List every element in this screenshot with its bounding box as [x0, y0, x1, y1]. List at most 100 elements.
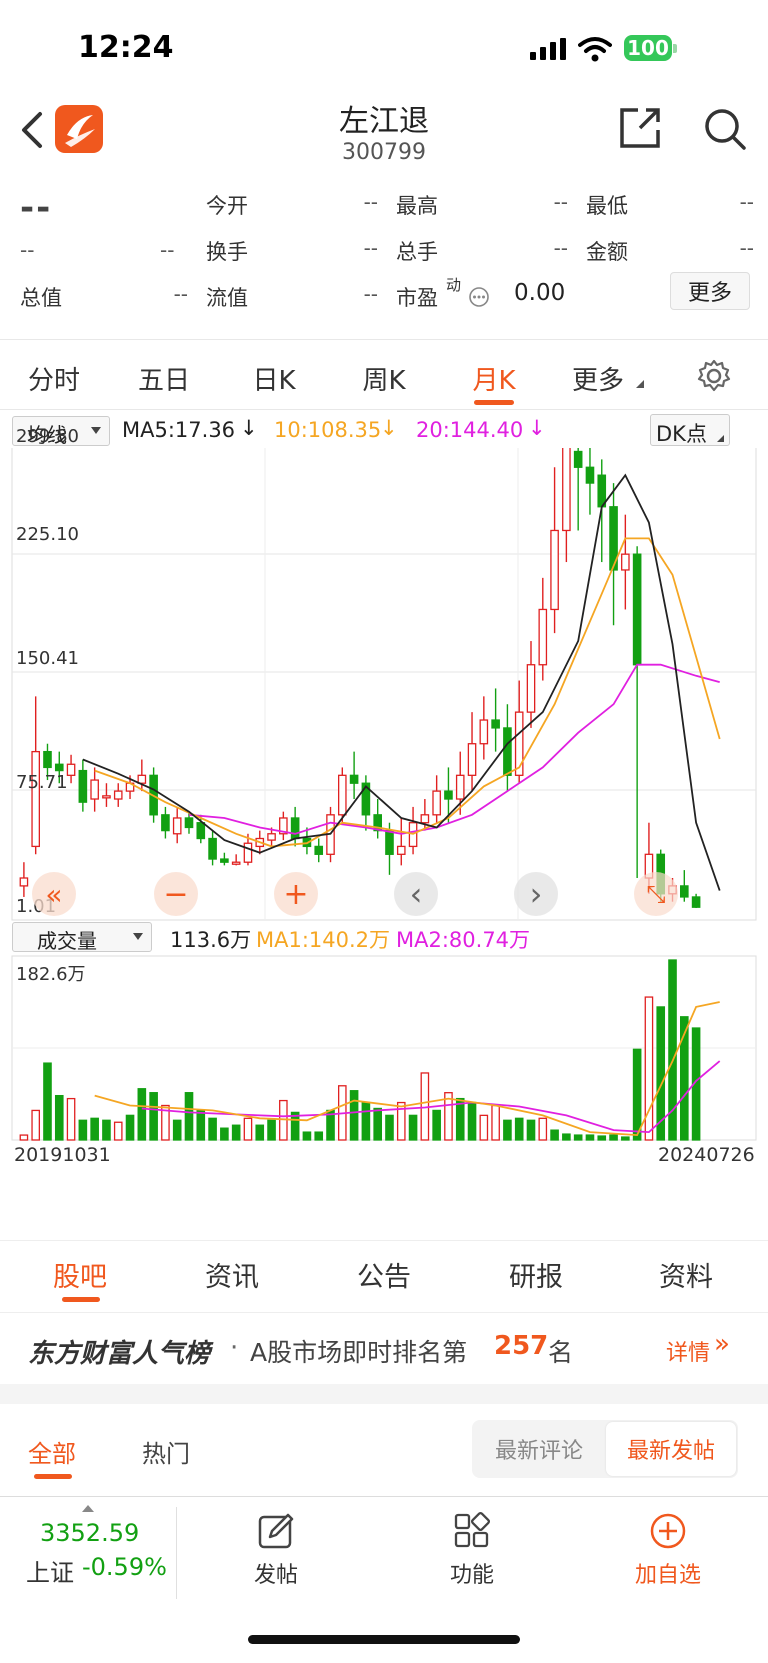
tab-news[interactable]: 资讯 — [205, 1262, 259, 1293]
kline-chart-area[interactable]: 299.80 225.10 150.41 75.71 1.01 « − + ‹ … — [0, 421, 768, 1248]
open-value: -- — [363, 190, 378, 214]
dk-point-button[interactable]: DK点 — [650, 414, 730, 446]
add-watchlist-icon[interactable] — [648, 1511, 688, 1551]
price-panel-frame — [11, 421, 757, 921]
more-button[interactable]: 更多 — [670, 272, 750, 310]
tab-guba[interactable]: 股吧 — [53, 1262, 107, 1293]
tab-announcements[interactable]: 公告 — [357, 1262, 411, 1293]
volume-bar-down — [90, 1117, 99, 1141]
scroll-right-button[interactable]: › — [514, 872, 558, 916]
sort-latest-comment[interactable]: 最新评论 — [494, 1439, 583, 1464]
filter-hot[interactable]: 热门 — [142, 1440, 190, 1468]
price-axis-label-3: 75.71 — [16, 772, 68, 793]
settings-gear-icon[interactable] — [696, 358, 732, 394]
filter-all[interactable]: 全部 — [28, 1440, 76, 1468]
zoom-in-button[interactable]: + — [274, 872, 318, 916]
popularity-rank-banner[interactable]: 东方财富人气榜 · A股市场即时排名第 257 名 详情 » — [0, 1312, 768, 1384]
status-bar: 12:24 100 — [0, 0, 768, 100]
candle-up — [172, 817, 182, 835]
candle-down — [444, 790, 453, 800]
amount-value: -- — [739, 236, 754, 260]
more-arrow-icon — [636, 380, 644, 388]
candle-up — [432, 790, 441, 816]
open-label: 今开 — [206, 194, 248, 218]
add-watchlist-label[interactable]: 加自选 — [634, 1563, 701, 1588]
rank-suffix: 名 — [548, 1338, 574, 1367]
app-logo-icon[interactable] — [55, 105, 103, 153]
search-icon[interactable] — [702, 106, 748, 152]
volume-bar-down — [137, 1088, 147, 1141]
scroll-start-button[interactable]: « — [32, 872, 76, 916]
sort-latest-post[interactable]: 最新发帖 — [606, 1422, 736, 1476]
candle-down — [78, 769, 88, 803]
candle-down — [691, 896, 701, 908]
index-change[interactable]: -0.59% — [82, 1553, 167, 1581]
tab-weekly-k[interactable]: 周K — [362, 366, 406, 396]
tab-daily-k[interactable]: 日K — [252, 366, 296, 396]
volume-bar-up — [31, 1109, 40, 1141]
volume-select[interactable]: 成交量 — [12, 922, 152, 953]
volume-select-label: 成交量 — [37, 929, 97, 953]
home-indicator — [248, 1635, 520, 1644]
ma5-value: MA5:17.36 — [122, 418, 236, 442]
tab-monthly-k[interactable]: 月K — [472, 366, 516, 396]
volume-bar-up — [243, 1117, 253, 1141]
scroll-left-button[interactable]: ‹ — [394, 872, 438, 916]
share-icon[interactable] — [618, 106, 662, 150]
edit-post-icon[interactable] — [256, 1511, 296, 1551]
volume-bar-up — [113, 1121, 123, 1141]
candle-down — [208, 837, 217, 860]
content-tabs: 股吧 资讯 公告 研报 资料 — [0, 1240, 768, 1312]
amount-label: 金额 — [586, 240, 628, 264]
candle-down — [184, 817, 194, 829]
expand-up-icon[interactable] — [82, 1505, 94, 1512]
more-info-icon[interactable] — [468, 286, 490, 308]
ma20-value: 20:144.40 — [416, 418, 524, 442]
back-icon[interactable] — [18, 110, 44, 150]
volume-bar-down — [432, 1109, 441, 1141]
tab-profile[interactable]: 资料 — [659, 1262, 713, 1293]
price-change-pct: -- — [160, 238, 175, 262]
pe-value: 0.00 — [514, 280, 566, 306]
zoom-out-button[interactable]: − — [154, 872, 198, 916]
candle-down — [632, 553, 642, 666]
market-cap-label: 总值 — [20, 286, 62, 310]
rank-detail-link[interactable]: 详情 — [666, 1341, 711, 1366]
price-axis-label-2: 150.41 — [16, 648, 79, 669]
volume-bar-down — [656, 1006, 666, 1141]
candle-up — [66, 763, 76, 776]
volume-bar-down — [550, 1129, 559, 1141]
rank-prefix: A股市场即时排名第 — [250, 1338, 468, 1367]
functions-button-label[interactable]: 功能 — [449, 1563, 494, 1588]
candle-down — [491, 719, 500, 729]
ma-select[interactable]: 均线 — [12, 416, 110, 447]
volume-bar-up — [644, 996, 654, 1141]
ma-indicator-bar: 均线 MA5:17.36 ↓ 10:108.35 ↓ 20:144.40 ↓ D… — [0, 410, 768, 450]
volume-bar-up — [444, 1092, 453, 1141]
tab-research[interactable]: 研报 — [509, 1262, 563, 1293]
fullscreen-icon[interactable]: ⤡ — [634, 872, 678, 916]
index-value[interactable]: 3352.59 — [40, 1519, 140, 1547]
candle-up — [19, 877, 29, 887]
float-cap-label: 流值 — [206, 286, 248, 310]
rank-dot: · — [230, 1333, 239, 1363]
functions-grid-icon[interactable] — [452, 1511, 492, 1551]
volume-ma1-line — [94, 1001, 720, 1137]
post-button-label[interactable]: 发帖 — [253, 1563, 298, 1588]
tab-intraday[interactable]: 分时 — [27, 366, 80, 396]
tab-more[interactable]: 更多 — [571, 366, 624, 396]
volume-ma2: MA2:80.74万 — [396, 928, 531, 952]
tab-five-day[interactable]: 五日 — [137, 366, 190, 396]
market-cap-value: -- — [173, 282, 188, 306]
volume-bar-down — [691, 1027, 701, 1141]
candle-up — [455, 774, 465, 800]
index-name[interactable]: 上证 — [26, 1559, 74, 1587]
candle-down — [196, 822, 206, 840]
candle-up — [137, 774, 147, 784]
volume-bar-down — [78, 1119, 88, 1141]
volume-bar-down — [408, 1114, 418, 1141]
volume-bar-down — [373, 1107, 382, 1141]
volume-bar-down — [172, 1119, 182, 1141]
volume-bar-up — [19, 1134, 29, 1141]
low-value: -- — [739, 190, 754, 214]
